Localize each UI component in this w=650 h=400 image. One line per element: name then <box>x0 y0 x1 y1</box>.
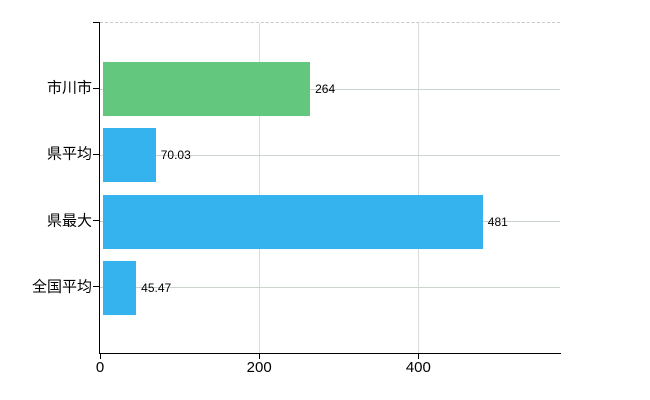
y-tick-zenkoku-heikin <box>93 286 99 288</box>
bar-ken-heikin <box>103 128 156 183</box>
value-label-zenkoku-heikin: 45.47 <box>141 280 172 295</box>
plot-area: 264 70.03 481 45.47 <box>100 22 560 354</box>
value-label-ichikawa: 264 <box>315 82 336 97</box>
x-tick-0 <box>99 354 101 359</box>
row-gridline-ichikawa <box>100 88 560 90</box>
y-axis-top-tick <box>93 22 99 23</box>
category-label-zenkoku-heikin: 全国平均 <box>31 278 92 296</box>
bar-ken-saidai <box>103 194 483 249</box>
y-tick-ichikawa <box>93 87 99 89</box>
x-axis-line <box>99 353 561 354</box>
x-tick-label-200: 200 <box>246 359 272 376</box>
vertical-gridline-400 <box>417 23 419 354</box>
bar-ichikawa <box>103 62 311 117</box>
category-label-ken-saidai: 県最大 <box>46 212 92 230</box>
x-tick-400 <box>417 354 419 359</box>
x-tick-label-0: 0 <box>95 359 105 376</box>
y-tick-ken-saidai <box>93 220 99 222</box>
category-label-ken-heikin: 県平均 <box>46 145 92 163</box>
value-label-ken-saidai: 481 <box>487 214 508 229</box>
category-label-ichikawa: 市川市 <box>46 79 92 97</box>
y-axis-line <box>99 22 100 354</box>
x-tick-200 <box>258 354 260 359</box>
bar-zenkoku-heikin <box>103 260 137 315</box>
y-tick-ken-heikin <box>93 153 99 155</box>
vertical-gridline-200 <box>258 23 260 354</box>
row-gridline-zenkoku-heikin <box>100 287 560 289</box>
row-gridline-ken-heikin <box>100 154 560 156</box>
x-tick-label-400: 400 <box>405 359 431 376</box>
value-label-ken-heikin: 70.03 <box>160 148 191 163</box>
